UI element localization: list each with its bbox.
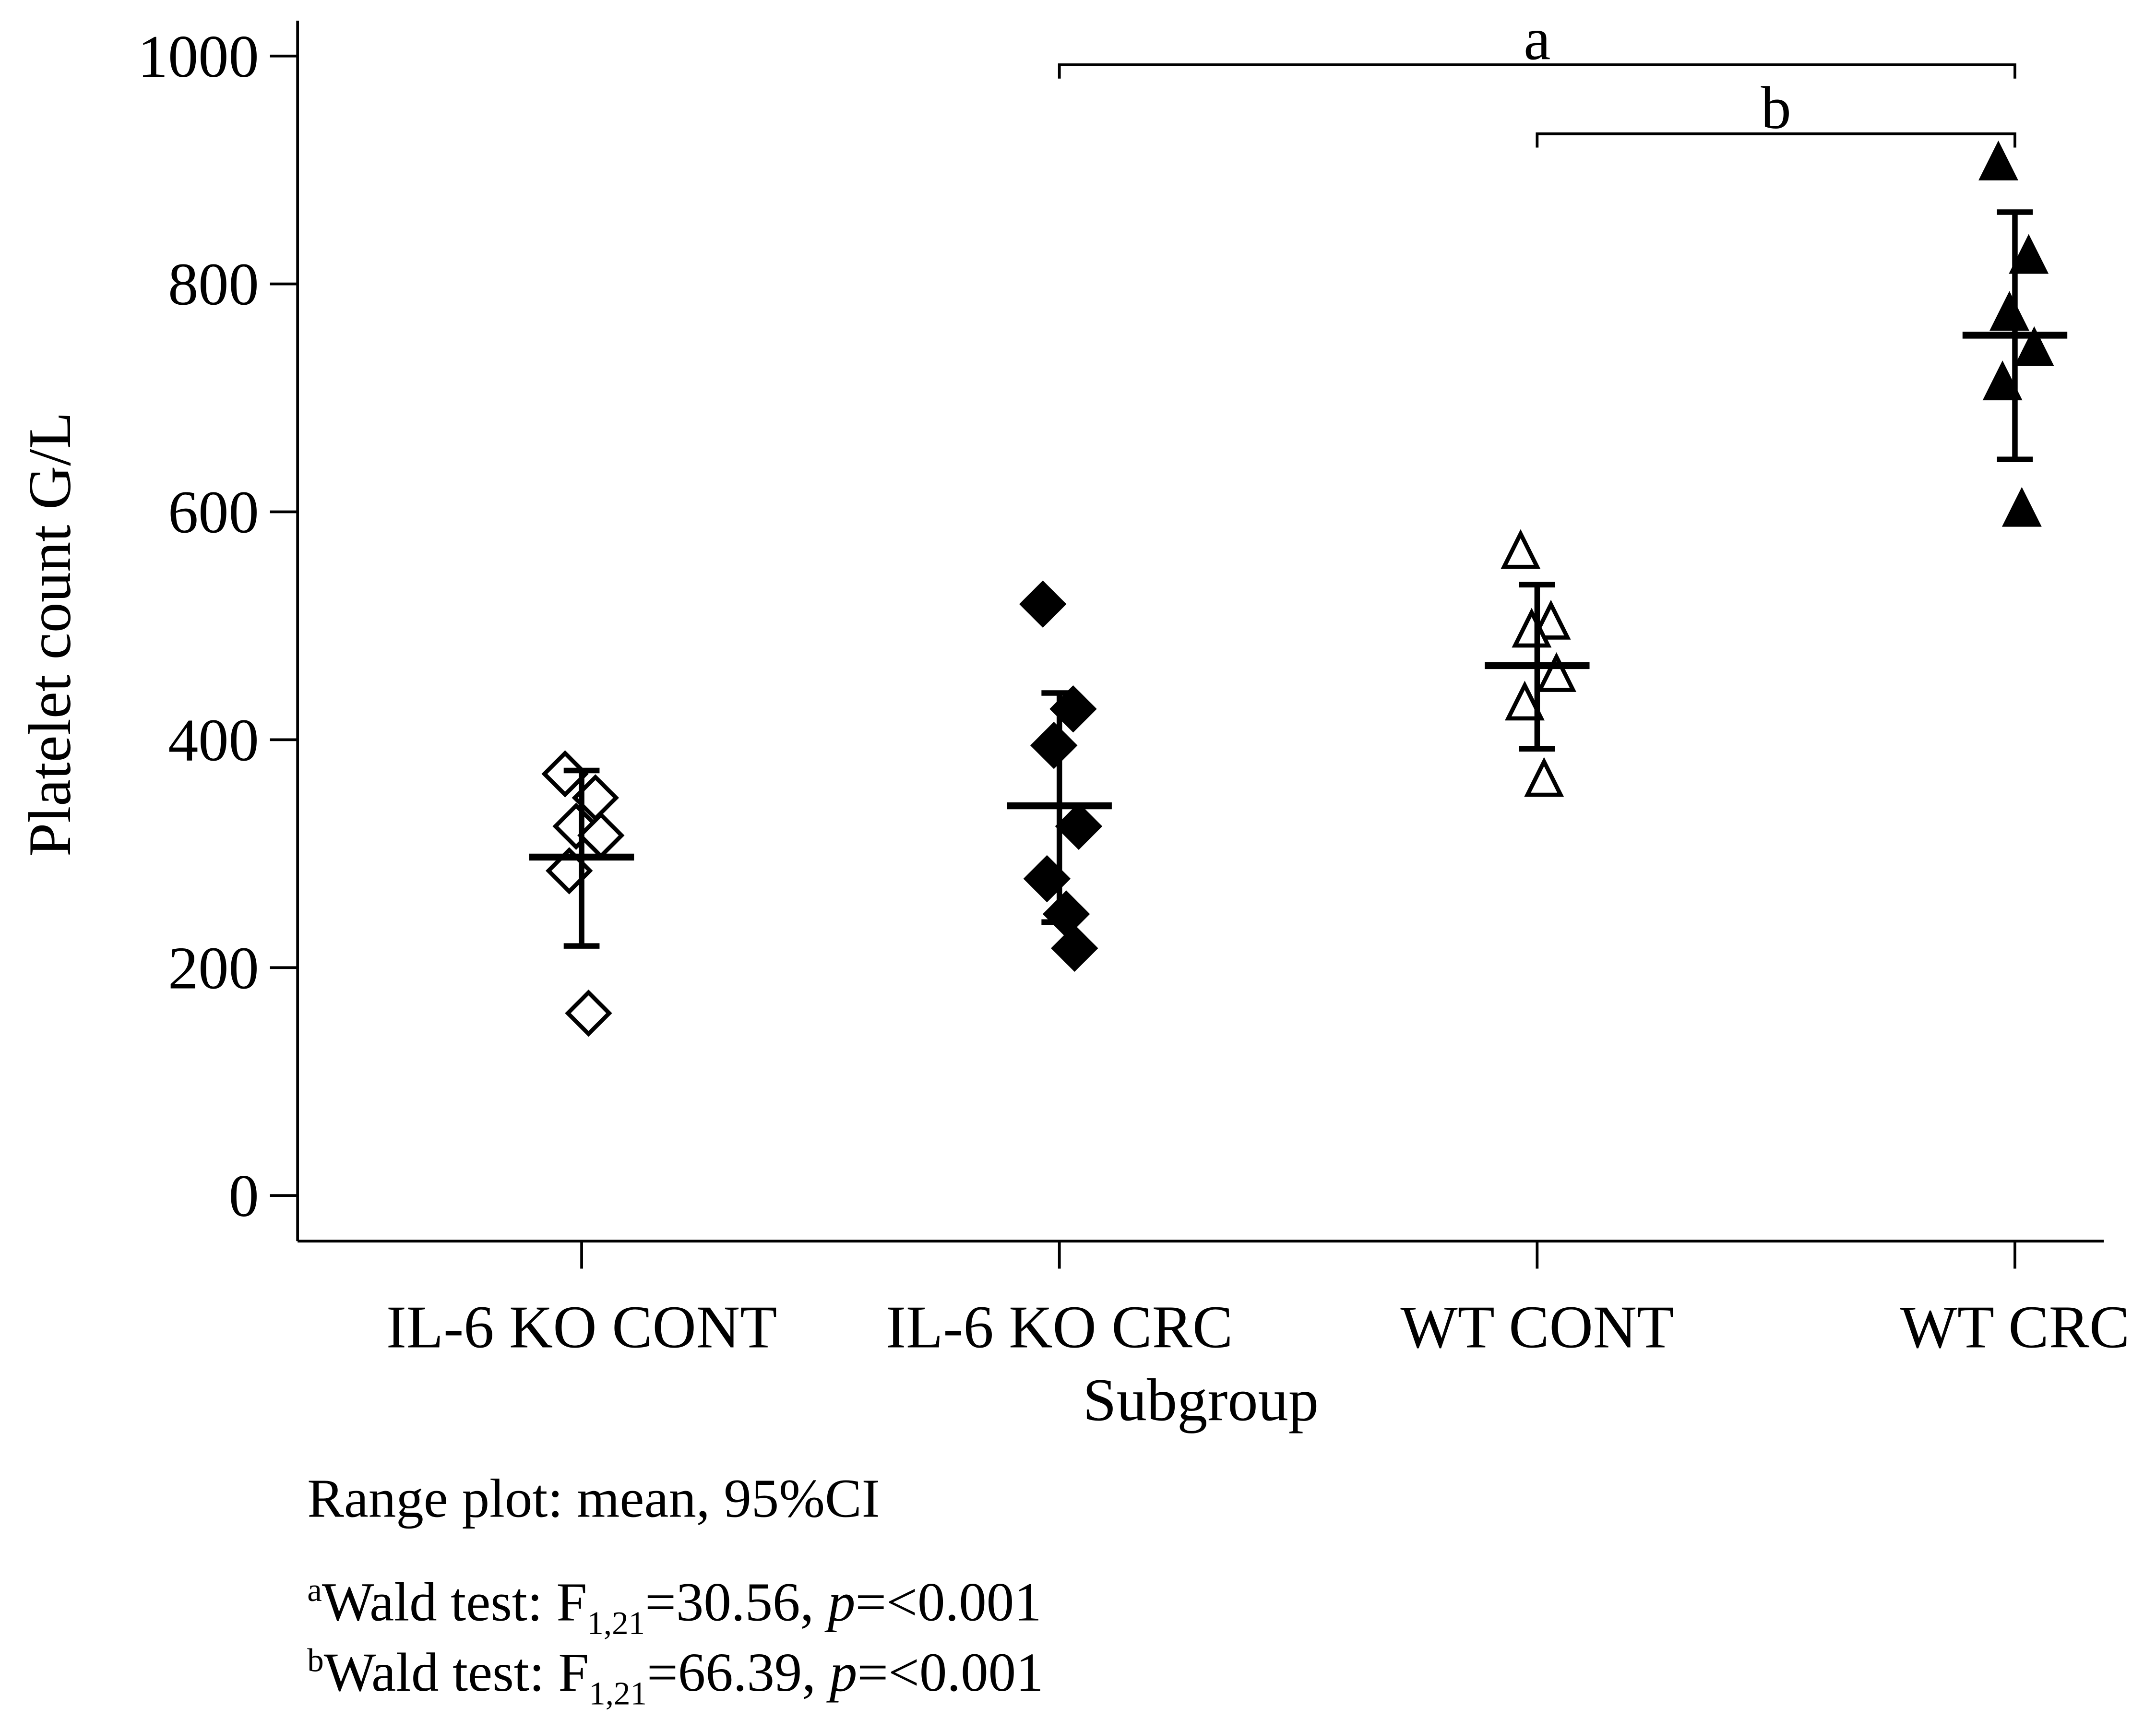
footnote-mark: b xyxy=(307,1642,323,1679)
footnote-mark: a xyxy=(307,1572,322,1608)
data-point xyxy=(1030,722,1078,769)
data-point xyxy=(1989,291,2029,331)
significance-bracket xyxy=(1058,63,2016,79)
data-point xyxy=(2014,326,2054,366)
footnote-result: =<0.001 xyxy=(857,1642,1043,1703)
y-tick-label: 600 xyxy=(168,479,259,546)
footnote-p: p xyxy=(824,1571,855,1632)
data-point xyxy=(1531,599,1571,640)
y-tick-label: 800 xyxy=(168,251,259,318)
x-tick-label: IL-6 KO CRC xyxy=(886,1293,1233,1361)
footnote: bWald test: F1,21=66.39, p=<0.001 xyxy=(307,1642,1043,1712)
bracket-label: a xyxy=(1524,6,1550,73)
data-point xyxy=(565,989,612,1037)
data-point xyxy=(1505,681,1545,721)
data-point xyxy=(1524,757,1564,797)
footnote-text: Wald test: F xyxy=(322,1571,587,1632)
data-point xyxy=(541,750,589,798)
footnote-p: p xyxy=(826,1642,857,1703)
footnote-sub: 1,21 xyxy=(589,1675,647,1712)
data-point xyxy=(1019,580,1067,628)
footnote-sub: 1,21 xyxy=(587,1605,645,1641)
footnote-result: =<0.001 xyxy=(855,1571,1041,1632)
data-point xyxy=(2009,234,2049,274)
y-tick-label: 400 xyxy=(168,706,259,774)
x-tick-label: IL-6 KO CONT xyxy=(386,1293,777,1361)
data-point xyxy=(1501,529,1541,569)
significance-bracket xyxy=(1536,132,2016,148)
x-axis-label: Subgroup xyxy=(1083,1367,1319,1434)
data-point xyxy=(1537,652,1577,692)
y-tick-label: 1000 xyxy=(138,23,259,90)
footnote-text: Wald test: F xyxy=(324,1642,589,1703)
footnote: aWald test: F1,21=30.56, p=<0.001 xyxy=(307,1571,1041,1641)
bracket-label: b xyxy=(1761,74,1791,142)
data-point xyxy=(1978,140,2018,180)
footnote-stat: =30.56, xyxy=(645,1571,828,1632)
y-tick-label: 200 xyxy=(168,934,259,1002)
footnote-stat: =66.39, xyxy=(647,1642,830,1703)
x-tick-label: WT CONT xyxy=(1400,1293,1674,1361)
x-tick-label: WT CRC xyxy=(1900,1293,2130,1361)
data-point xyxy=(2001,487,2042,527)
data-point xyxy=(1055,802,1103,850)
data-point xyxy=(1982,360,2023,401)
data-point xyxy=(1051,924,1098,972)
data-point xyxy=(1042,890,1090,938)
y-tick-label: 0 xyxy=(228,1162,259,1230)
range-note: Range plot: mean, 95%CI xyxy=(307,1468,880,1529)
y-axis-label: Platelet count G/L xyxy=(16,412,83,857)
